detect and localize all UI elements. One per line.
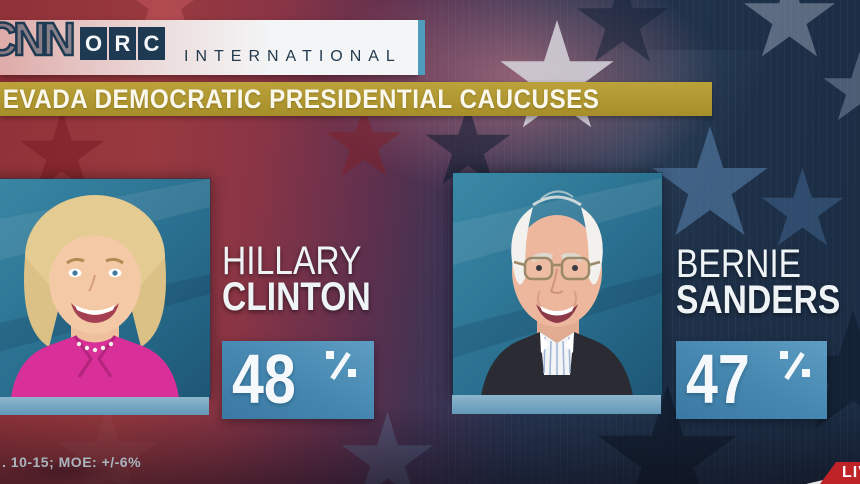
hillary-clinton-photo [0, 178, 211, 399]
logo-strip-tint [0, 20, 418, 75]
cnn-logo: CNN [0, 12, 77, 67]
orc-logo: O R C [80, 27, 165, 60]
hillary-name: HILLARY CLINTON [222, 239, 399, 319]
bernie-value: 47 [686, 340, 750, 418]
bernie-first-name: BERNIE [676, 242, 802, 286]
percent-sign [325, 350, 358, 384]
hillary-photo-strip [0, 397, 209, 415]
international-label: INTERNATIONAL [184, 48, 402, 65]
logo-strip: CNN O R C INTERNATIONAL [0, 12, 418, 75]
logo-strip-edge [418, 20, 425, 75]
orc-letter-box: O [80, 27, 107, 60]
bernie-value-box: 47 [676, 340, 827, 419]
hillary-first-name: HILLARY [222, 239, 362, 283]
hillary-last-name: CLINTON [222, 275, 371, 319]
percent-sign [779, 350, 812, 384]
hillary-value-box: 48 [222, 340, 374, 419]
orc-letter-box: R [109, 27, 136, 60]
bernie-name: BERNIE SANDERS [676, 242, 860, 322]
bernie-photo-strip [452, 395, 661, 414]
headline-banner: EVADA DEMOCRATIC PRESIDENTIAL CAUCUSES [0, 82, 712, 116]
orc-letter-box: C [138, 27, 165, 60]
methodology-note: . 10-15; MOE: +/-6% [2, 454, 142, 470]
bernie-last-name: SANDERS [676, 278, 841, 322]
lower-third-sliver [806, 477, 836, 484]
headline-text: EVADA DEMOCRATIC PRESIDENTIAL CAUCUSES [2, 84, 600, 114]
bernie-sanders-photo [452, 172, 663, 397]
hillary-value: 48 [232, 340, 296, 418]
